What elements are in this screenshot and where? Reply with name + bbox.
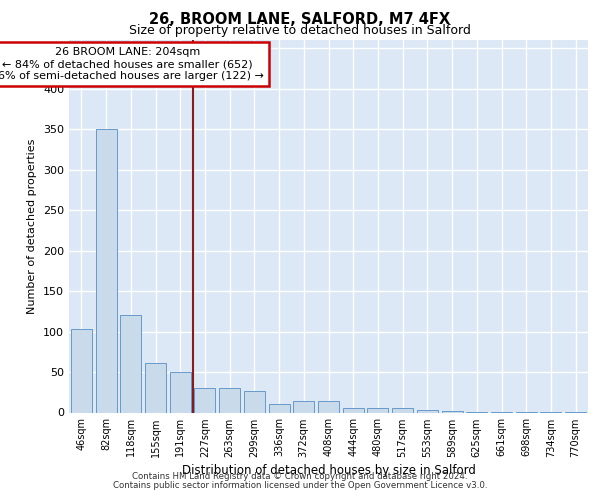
Bar xyxy=(442,411,463,412)
Bar xyxy=(367,408,388,412)
Text: 26 BROOM LANE: 204sqm
← 84% of detached houses are smaller (652)
16% of semi-det: 26 BROOM LANE: 204sqm ← 84% of detached … xyxy=(0,48,263,80)
Bar xyxy=(293,401,314,412)
Bar xyxy=(71,329,92,412)
Text: 26, BROOM LANE, SALFORD, M7 4FX: 26, BROOM LANE, SALFORD, M7 4FX xyxy=(149,12,451,28)
Bar xyxy=(269,404,290,412)
Text: Contains public sector information licensed under the Open Government Licence v3: Contains public sector information licen… xyxy=(113,481,487,490)
Bar xyxy=(343,408,364,412)
Text: Contains HM Land Registry data © Crown copyright and database right 2024.: Contains HM Land Registry data © Crown c… xyxy=(132,472,468,481)
X-axis label: Distribution of detached houses by size in Salford: Distribution of detached houses by size … xyxy=(182,464,475,477)
Bar xyxy=(244,390,265,412)
Bar xyxy=(219,388,240,412)
Y-axis label: Number of detached properties: Number of detached properties xyxy=(28,138,37,314)
Bar xyxy=(417,410,438,412)
Bar xyxy=(194,388,215,412)
Bar xyxy=(170,372,191,412)
Text: Size of property relative to detached houses in Salford: Size of property relative to detached ho… xyxy=(129,24,471,37)
Bar xyxy=(392,408,413,412)
Bar xyxy=(95,129,116,412)
Bar xyxy=(120,316,141,412)
Bar xyxy=(145,363,166,412)
Bar xyxy=(318,401,339,412)
